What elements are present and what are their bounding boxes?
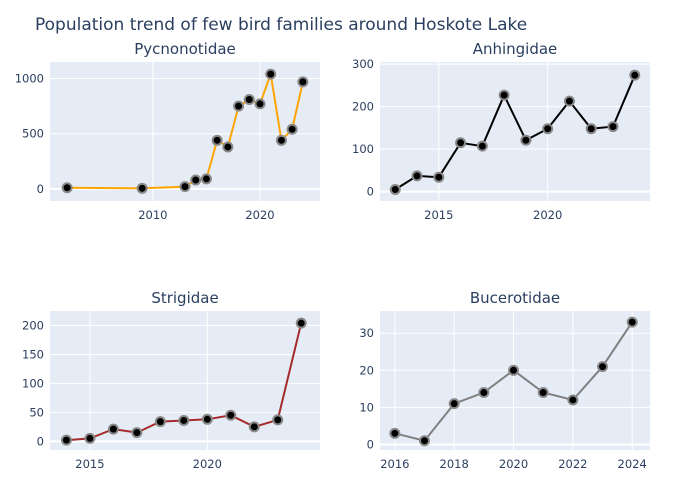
data-point[interactable] (411, 170, 423, 182)
data-point[interactable] (455, 137, 467, 149)
x-tick-label: 2020 (245, 208, 274, 222)
y-tick-label: 0 (367, 185, 374, 199)
chart-title: Population trend of few bird families ar… (35, 15, 527, 35)
data-point[interactable] (520, 134, 532, 146)
data-point[interactable] (448, 398, 460, 410)
data-point[interactable] (476, 140, 488, 152)
data-point[interactable] (563, 95, 575, 107)
data-point[interactable] (60, 434, 72, 446)
subplot-title: Anhingidae (473, 40, 558, 58)
y-tick-label: 300 (352, 57, 374, 71)
data-point[interactable] (211, 134, 223, 146)
data-point[interactable] (597, 361, 609, 373)
x-tick-label: 2020 (193, 457, 222, 471)
y-tick-label: 0 (37, 182, 44, 196)
data-point[interactable] (626, 316, 638, 328)
data-point[interactable] (419, 435, 431, 447)
subplot-2: 2015 2020 0 100 200 300 Anhingidae (352, 40, 650, 222)
x-tick-label: 2015 (75, 457, 104, 471)
plot-background (380, 62, 650, 201)
subplot-title: Pycnonotidae (134, 40, 236, 58)
x-tick-label: 2018 (440, 457, 469, 471)
y-tick-label: 150 (22, 347, 44, 361)
data-point[interactable] (154, 416, 166, 428)
data-point[interactable] (84, 432, 96, 444)
subplot-3: 2015 2020 0 50 100 150 200 Strigidae (22, 289, 320, 471)
y-tick-label: 20 (359, 363, 374, 377)
subplot-title: Strigidae (151, 289, 218, 307)
data-point[interactable] (567, 394, 579, 406)
data-point[interactable] (107, 423, 119, 435)
plot-background (380, 311, 650, 450)
x-tick-label: 2024 (618, 457, 647, 471)
data-point[interactable] (179, 181, 191, 193)
x-tick-label: 2020 (499, 457, 528, 471)
data-point[interactable] (136, 182, 148, 194)
y-tick-label: 30 (359, 326, 374, 340)
data-point[interactable] (201, 413, 213, 425)
data-point[interactable] (265, 68, 277, 80)
y-tick-label: 500 (22, 127, 44, 141)
plot-background (50, 311, 320, 450)
data-point[interactable] (297, 76, 309, 88)
data-point[interactable] (295, 317, 307, 329)
data-point[interactable] (478, 387, 490, 399)
y-tick-label: 1000 (15, 72, 44, 86)
data-point[interactable] (222, 141, 234, 153)
data-point[interactable] (61, 182, 73, 194)
data-point[interactable] (254, 98, 266, 110)
data-point[interactable] (225, 409, 237, 421)
data-point[interactable] (498, 89, 510, 101)
data-point[interactable] (272, 414, 284, 426)
data-point[interactable] (389, 184, 401, 196)
y-tick-label: 200 (352, 100, 374, 114)
data-point[interactable] (629, 69, 641, 81)
data-point[interactable] (131, 427, 143, 439)
data-point[interactable] (275, 134, 287, 146)
y-tick-label: 50 (29, 405, 44, 419)
data-point[interactable] (286, 123, 298, 135)
x-tick-label: 2022 (558, 457, 587, 471)
y-tick-label: 100 (22, 376, 44, 390)
data-point[interactable] (389, 427, 401, 439)
subplot-4: 2016 2018 2020 2022 2024 0 10 20 30 Bucerotidae (359, 289, 650, 471)
y-tick-label: 0 (37, 434, 44, 448)
data-point[interactable] (542, 123, 554, 135)
data-point[interactable] (190, 174, 202, 186)
x-tick-label: 2010 (138, 208, 167, 222)
data-point[interactable] (248, 421, 260, 433)
subplot-1: 2010 2020 0 500 1000 Pycnonotidae (15, 40, 320, 222)
data-point[interactable] (585, 123, 597, 135)
x-tick-label: 2020 (533, 208, 562, 222)
y-tick-label: 0 (367, 437, 374, 451)
y-tick-label: 100 (352, 142, 374, 156)
data-point[interactable] (607, 121, 619, 133)
plot-background (50, 62, 320, 201)
x-tick-label: 2015 (424, 208, 453, 222)
data-point[interactable] (537, 387, 549, 399)
y-tick-label: 10 (359, 400, 374, 414)
data-point[interactable] (200, 173, 212, 185)
data-point[interactable] (508, 364, 520, 376)
data-point[interactable] (433, 171, 445, 183)
subplot-title: Bucerotidae (470, 289, 560, 307)
y-tick-label: 200 (22, 318, 44, 332)
data-point[interactable] (243, 94, 255, 106)
x-tick-label: 2016 (380, 457, 409, 471)
data-point[interactable] (178, 414, 190, 426)
data-point[interactable] (233, 100, 245, 112)
